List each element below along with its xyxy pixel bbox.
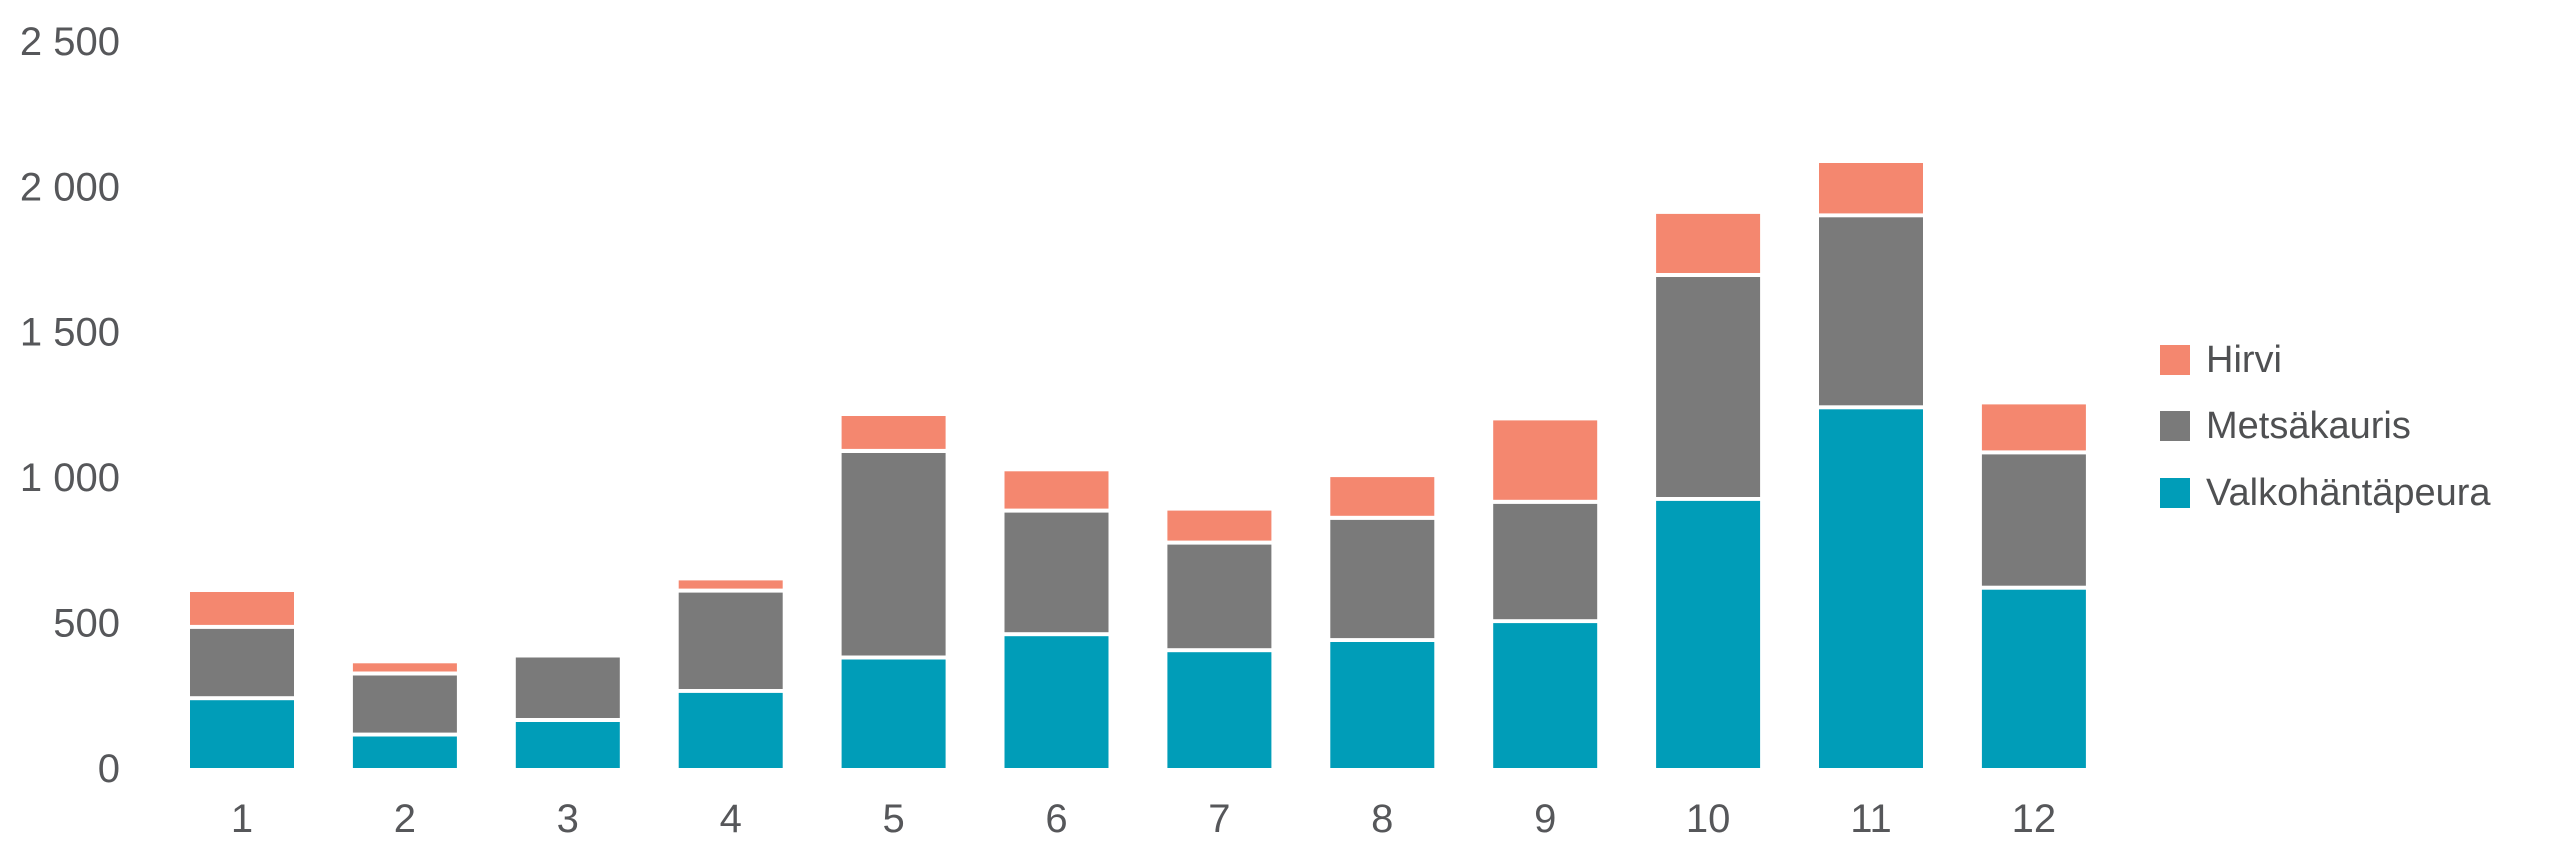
y-axis-tick-1000: 1 000	[20, 456, 120, 500]
bar-6-segment-metsakauris	[1004, 512, 1109, 633]
bar-12-segment-hirvi	[1981, 404, 2086, 451]
bar-11-segment-valkohantapeura	[1819, 409, 1923, 768]
bar-9-segment-hirvi	[1493, 420, 1598, 500]
legend-item-hirvi: Hirvi	[2160, 339, 2282, 381]
x-axis-label-5: 5	[882, 797, 904, 841]
bar-2-segment-metsakauris	[352, 675, 457, 733]
bar-7-segment-valkohantapeura	[1167, 652, 1272, 768]
bar-2-segment-hirvi	[352, 663, 457, 672]
bar-11-segment-hirvi	[1819, 163, 1923, 214]
bar-8-segment-valkohantapeura	[1330, 642, 1435, 768]
y-axis-tick-0: 0	[98, 747, 120, 791]
legend-label-hirvi: Hirvi	[2206, 339, 2282, 381]
bar-8-segment-hirvi	[1330, 477, 1435, 516]
y-axis-tick-2500: 2 500	[20, 20, 120, 64]
x-axis-label-7: 7	[1208, 797, 1230, 841]
x-axis-label-11: 11	[1850, 797, 1892, 841]
legend-swatch-metsakauris	[2160, 411, 2190, 441]
x-axis-label-9: 9	[1534, 797, 1556, 841]
bar-1-segment-hirvi	[190, 592, 294, 625]
bar-5-segment-hirvi	[841, 416, 946, 449]
x-axis-label-2: 2	[394, 797, 416, 841]
bar-4-segment-valkohantapeura	[678, 692, 783, 768]
bar-5-segment-metsakauris	[841, 453, 946, 656]
legend-swatch-hirvi	[2160, 345, 2190, 375]
bar-10-segment-hirvi	[1656, 213, 1761, 273]
bar-1-segment-valkohantapeura	[190, 700, 294, 768]
x-axis-label-12: 12	[2012, 797, 2057, 841]
bar-12-segment-valkohantapeura	[1981, 589, 2086, 768]
bar-4-segment-metsakauris	[678, 592, 783, 689]
bar-6-segment-valkohantapeura	[1004, 636, 1109, 768]
bar-6-segment-hirvi	[1004, 471, 1109, 509]
bar-3-segment-metsakauris	[515, 657, 620, 718]
bar-5-segment-valkohantapeura	[841, 659, 946, 768]
x-axis-label-6: 6	[1045, 797, 1067, 841]
bar-2-segment-valkohantapeura	[352, 736, 457, 768]
y-axis-tick-500: 500	[53, 602, 120, 646]
bar-9-segment-valkohantapeura	[1493, 623, 1598, 768]
chart-legend: Hirvi Metsäkauris Valkohäntäpeura	[2160, 0, 2560, 852]
bar-7-segment-metsakauris	[1167, 544, 1272, 649]
bar-3-segment-valkohantapeura	[515, 722, 620, 768]
x-axis-label-1: 1	[231, 797, 253, 841]
legend-label-valkohantapeura: Valkohäntäpeura	[2206, 472, 2491, 514]
x-axis-label-10: 10	[1686, 797, 1731, 841]
bar-8-segment-metsakauris	[1330, 519, 1435, 639]
legend-item-metsakauris: Metsäkauris	[2160, 405, 2411, 447]
bar-9-segment-metsakauris	[1493, 503, 1598, 620]
bar-7-segment-hirvi	[1167, 510, 1272, 541]
bar-10-segment-valkohantapeura	[1656, 500, 1761, 768]
x-axis-label-8: 8	[1371, 797, 1393, 841]
x-axis-label-4: 4	[720, 797, 742, 841]
bar-10-segment-metsakauris	[1656, 277, 1761, 497]
bar-1-segment-metsakauris	[190, 628, 294, 697]
y-axis-tick-1500: 1 500	[20, 311, 120, 355]
x-axis-label-3: 3	[557, 797, 579, 841]
bar-4-segment-hirvi	[678, 580, 783, 589]
bar-12-segment-metsakauris	[1981, 454, 2086, 586]
legend-label-metsakauris: Metsäkauris	[2206, 405, 2411, 447]
legend-item-valkohantapeura: Valkohäntäpeura	[2160, 472, 2491, 514]
legend-swatch-valkohantapeura	[2160, 478, 2190, 508]
bar-11-segment-metsakauris	[1819, 217, 1923, 406]
y-axis-tick-2000: 2 000	[20, 165, 120, 209]
